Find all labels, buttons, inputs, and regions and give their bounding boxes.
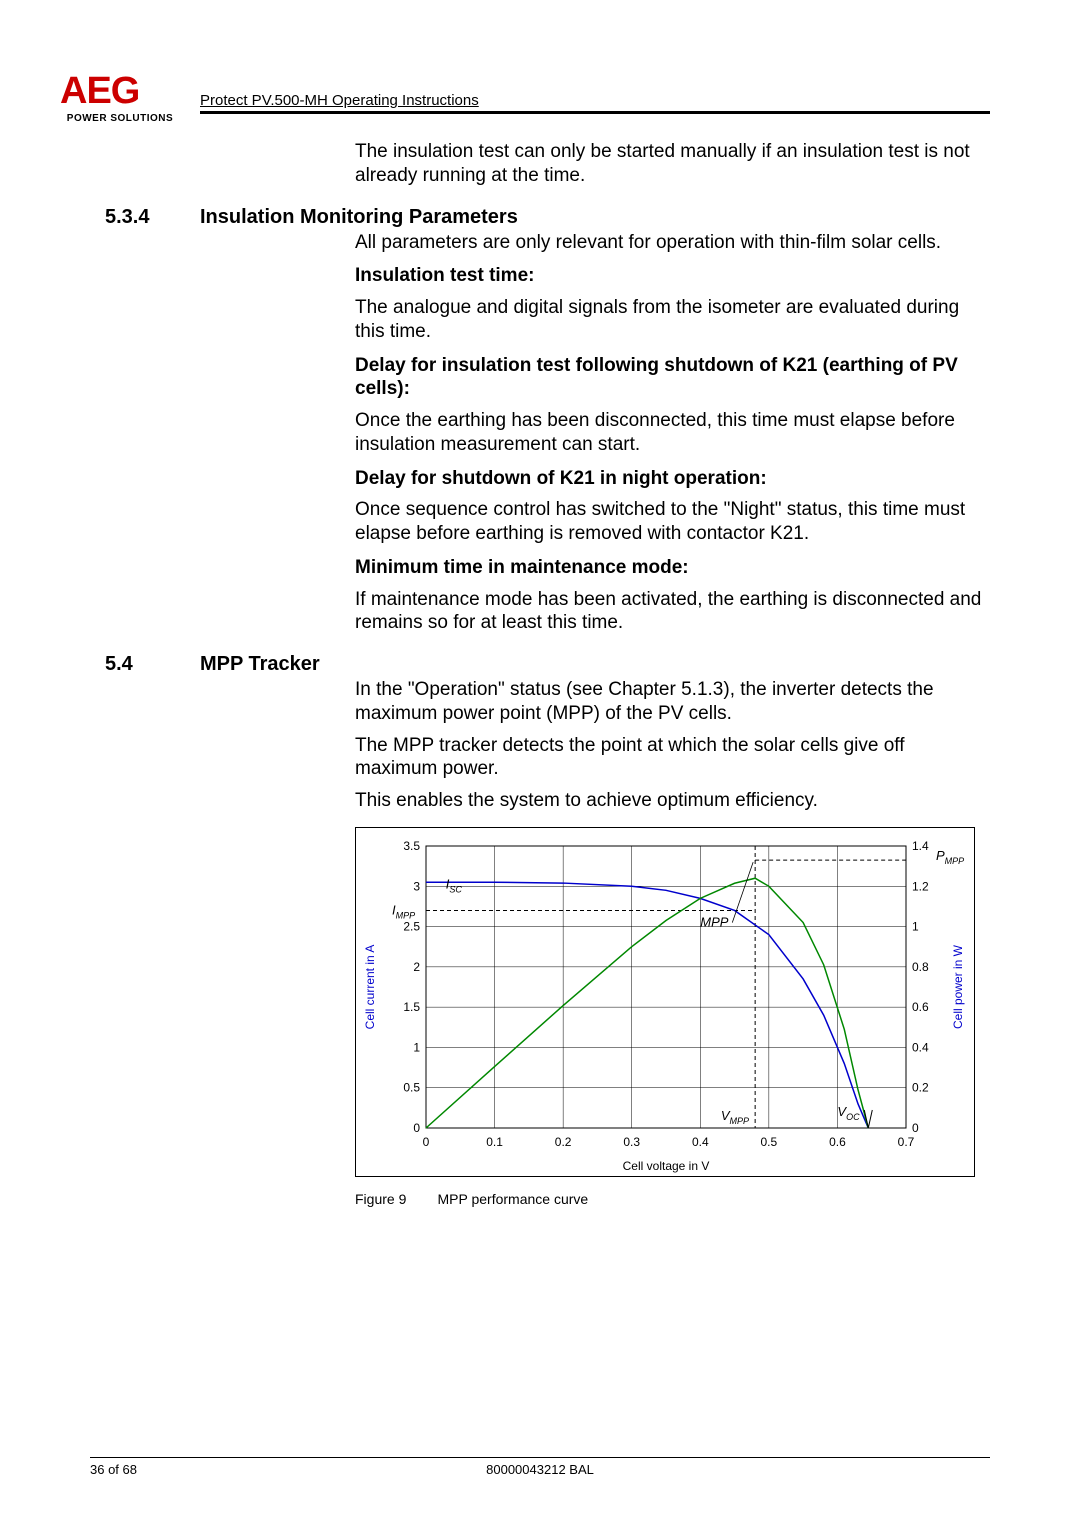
svg-text:0.5: 0.5 xyxy=(403,1080,420,1094)
figure-num: Figure 9 xyxy=(355,1191,406,1207)
svg-text:0.8: 0.8 xyxy=(912,960,929,974)
header: Protect PV.500-MH Operating Instructions xyxy=(200,92,990,114)
svg-text:3.5: 3.5 xyxy=(403,839,420,853)
chart-svg: 0 0.5 1 1.5 2 2.5 3 3.5 0 0.2 0.4 0.6 0.8 1 1.2 1.4 0 0.1… xyxy=(356,828,976,1178)
svg-text:0.2: 0.2 xyxy=(912,1080,929,1094)
svg-text:0: 0 xyxy=(912,1121,919,1135)
s54-p2: The MPP tracker detects the point at whi… xyxy=(355,734,990,782)
section-title: Insulation Monitoring Parameters xyxy=(200,206,518,229)
s534-p2: The analogue and digital signals from th… xyxy=(355,296,990,344)
section-num: 5.4 xyxy=(105,653,200,676)
svg-text:0.6: 0.6 xyxy=(912,1000,929,1014)
s54-p3: This enables the system to achieve optim… xyxy=(355,789,990,813)
s534-p5: If maintenance mode has been activated, … xyxy=(355,588,990,636)
svg-text:0.4: 0.4 xyxy=(692,1135,709,1149)
svg-text:VMPP: VMPP xyxy=(721,1108,749,1126)
svg-text:Cell power in W: Cell power in W xyxy=(951,944,965,1029)
footer: 36 of 68 80000043212 BAL xyxy=(90,1457,990,1477)
svg-text:2: 2 xyxy=(413,960,420,974)
footer-right xyxy=(690,1462,990,1477)
section-534-body: All parameters are only relevant for ope… xyxy=(355,231,990,636)
s534-h1: Insulation test time: xyxy=(355,264,990,288)
svg-text:0.2: 0.2 xyxy=(555,1135,572,1149)
svg-text:1.5: 1.5 xyxy=(403,1000,420,1014)
page-number: 36 of 68 xyxy=(90,1462,390,1477)
svg-text:1: 1 xyxy=(912,919,919,933)
svg-text:ISC: ISC xyxy=(446,876,463,894)
page-content: The insulation test can only be started … xyxy=(105,140,990,1207)
section-534-heading: 5.3.4 Insulation Monitoring Parameters xyxy=(105,206,990,229)
header-title: Protect PV.500-MH Operating Instructions xyxy=(200,92,990,109)
svg-text:3: 3 xyxy=(413,879,420,893)
svg-text:0.7: 0.7 xyxy=(898,1135,915,1149)
figure-title: MPP performance curve xyxy=(437,1191,588,1207)
svg-text:0.3: 0.3 xyxy=(623,1135,640,1149)
svg-text:MPP: MPP xyxy=(700,914,729,929)
section-54-body: In the "Operation" status (see Chapter 5… xyxy=(355,678,990,813)
figure-caption: Figure 9 MPP performance curve xyxy=(355,1191,990,1207)
intro-p1: The insulation test can only be started … xyxy=(355,140,990,188)
logo-text: AEG xyxy=(60,70,180,113)
svg-text:1.4: 1.4 xyxy=(912,839,929,853)
svg-text:IMPP: IMPP xyxy=(392,902,415,920)
svg-text:0: 0 xyxy=(423,1135,430,1149)
svg-text:VOC: VOC xyxy=(837,1104,860,1122)
section-54-heading: 5.4 MPP Tracker xyxy=(105,653,990,676)
mpp-chart: 0 0.5 1 1.5 2 2.5 3 3.5 0 0.2 0.4 0.6 0.8 1 1.2 1.4 0 0.1… xyxy=(355,827,975,1177)
s534-p3: Once the earthing has been disconnected,… xyxy=(355,409,990,457)
s534-h2: Delay for insulation test following shut… xyxy=(355,354,990,402)
brand-logo: AEG POWER SOLUTIONS xyxy=(60,70,180,124)
s534-h3: Delay for shutdown of K21 in night opera… xyxy=(355,467,990,491)
svg-text:Cell current in A: Cell current in A xyxy=(363,944,377,1029)
logo-subtitle: POWER SOLUTIONS xyxy=(60,113,180,124)
svg-text:PMPP: PMPP xyxy=(936,848,964,866)
section-title: MPP Tracker xyxy=(200,653,320,676)
svg-text:Cell voltage in V: Cell voltage in V xyxy=(623,1159,710,1173)
s534-p1: All parameters are only relevant for ope… xyxy=(355,231,990,255)
figure-9: 0 0.5 1 1.5 2 2.5 3 3.5 0 0.2 0.4 0.6 0.8 1 1.2 1.4 0 0.1… xyxy=(355,827,990,1207)
svg-text:2.5: 2.5 xyxy=(403,919,420,933)
s534-p4: Once sequence control has switched to th… xyxy=(355,498,990,546)
svg-text:0.5: 0.5 xyxy=(761,1135,778,1149)
intro-block: The insulation test can only be started … xyxy=(355,140,990,188)
svg-text:0.6: 0.6 xyxy=(829,1135,846,1149)
s534-h4: Minimum time in maintenance mode: xyxy=(355,556,990,580)
svg-text:1.2: 1.2 xyxy=(912,879,929,893)
header-rule xyxy=(200,111,990,114)
s54-p1: In the "Operation" status (see Chapter 5… xyxy=(355,678,990,726)
svg-text:0.4: 0.4 xyxy=(912,1040,929,1054)
svg-text:0: 0 xyxy=(413,1121,420,1135)
svg-text:1: 1 xyxy=(413,1040,420,1054)
doc-id: 80000043212 BAL xyxy=(390,1462,690,1477)
svg-text:0.1: 0.1 xyxy=(486,1135,503,1149)
section-num: 5.3.4 xyxy=(105,206,200,229)
